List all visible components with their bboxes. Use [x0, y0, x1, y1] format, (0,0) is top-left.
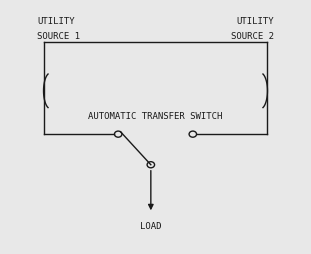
Text: SOURCE 2: SOURCE 2	[231, 32, 274, 41]
Text: UTILITY: UTILITY	[236, 17, 274, 25]
Text: UTILITY: UTILITY	[37, 17, 75, 25]
Text: SOURCE 1: SOURCE 1	[37, 32, 80, 41]
Text: AUTOMATIC TRANSFER SWITCH: AUTOMATIC TRANSFER SWITCH	[88, 112, 223, 121]
Text: LOAD: LOAD	[140, 221, 162, 230]
